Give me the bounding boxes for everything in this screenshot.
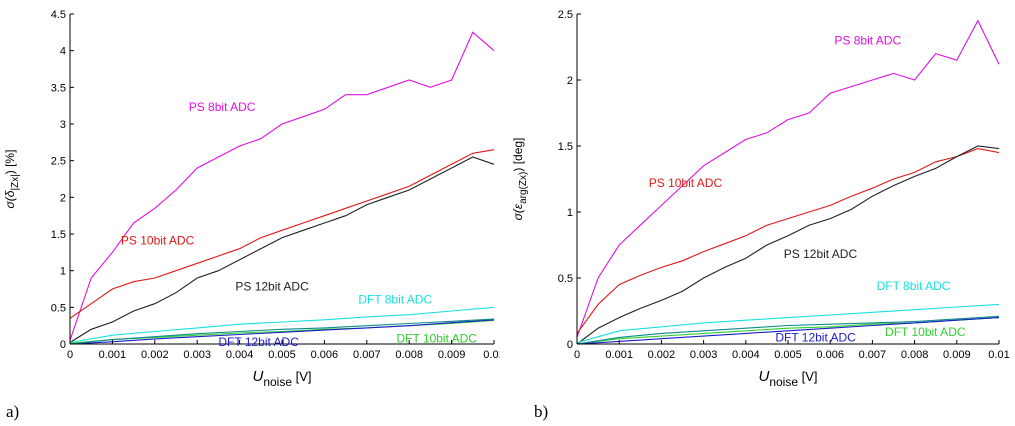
series-line-unlabeled-6 [69, 318, 495, 345]
series-line-ps-12bit-adc [576, 145, 1000, 345]
x-tick-label: 0.001 [605, 349, 633, 361]
series-line-dft-12bit-adc [69, 319, 495, 345]
x-tick-label: 0.006 [816, 349, 844, 361]
series-line-dft-8bit-adc [69, 306, 495, 344]
x-tick-label: 0 [67, 349, 73, 361]
x-tick-label: 0.002 [648, 349, 676, 361]
annotation-ps-12bit-adc: PS 12bit ADC [784, 247, 858, 261]
chart-a: 0 0.001 0.002 0.003 0.004 0.005 0.006 0.007 0.00… [3, 9, 500, 389]
series-line-dft-8bit-adc [576, 303, 1000, 344]
y-tick-label: 1.5 [558, 141, 573, 153]
y-tick-label: 2 [60, 192, 66, 204]
annotation-dft-10bit-adc: DFT 10bit ADC [396, 332, 477, 346]
y-tick-label: 0.5 [51, 302, 66, 314]
annotation-dft-12bit-adc: DFT 12bit ADC [218, 335, 299, 349]
x-tick-label: 0.005 [268, 349, 296, 361]
y-tick-label: 3 [60, 119, 66, 131]
panel-label-a: a) [6, 402, 20, 421]
y-tick-label: 4.5 [51, 9, 66, 21]
panel-label-b: b) [534, 402, 549, 421]
series-line-ps-12bit-adc [69, 156, 495, 343]
y-tick-label: 0 [60, 339, 66, 351]
x-tick-label: 0.007 [353, 349, 381, 361]
y-tick-label: 2 [567, 75, 573, 87]
x-tick-label: 0.004 [226, 349, 254, 361]
annotation-ps-8bit-adc: PS 8bit ADC [834, 33, 901, 47]
y-axis-label: σ(εarg(Zx)) [deg] [511, 138, 529, 221]
x-axis-label: Unoise [V] [252, 368, 311, 389]
series-line-ps-8bit-adc [69, 31, 495, 341]
x-tick-label: 0.007 [859, 349, 887, 361]
x-tick-label: 0.01 [483, 349, 500, 361]
series-line-ps-10bit-adc [576, 148, 1000, 334]
x-axis-label: Unoise [V] [758, 368, 817, 389]
y-tick-label: 2.5 [558, 9, 573, 21]
x-tick-label: 0.005 [774, 349, 802, 361]
series-line-ps-8bit-adc [576, 19, 1000, 338]
x-tick-label: 0.008 [901, 349, 929, 361]
x-tick-label: 0.008 [395, 349, 423, 361]
annotation-ps-10bit-adc: PS 10bit ADC [649, 176, 723, 190]
x-tick-label: 0.009 [438, 349, 466, 361]
y-tick-label: 3.5 [51, 82, 66, 94]
y-axis-label: σ(δ|Zx|) [%] [3, 150, 21, 209]
x-tick-label: 0.004 [732, 349, 760, 361]
x-tick-label: 0.003 [690, 349, 718, 361]
annotation-dft-12bit-adc: DFT 12bit ADC [775, 330, 856, 344]
series-line-ps-10bit-adc [69, 149, 495, 319]
y-tick-label: 1.5 [51, 229, 66, 241]
x-tick-label: 0.009 [943, 349, 971, 361]
y-tick-label: 2.5 [51, 156, 66, 168]
x-tick-label: 0.001 [99, 349, 127, 361]
series-line-unlabeled-6 [576, 315, 1000, 345]
x-tick-label: 0 [574, 349, 580, 361]
annotation-ps-12bit-adc: PS 12bit ADC [235, 279, 309, 293]
y-tick-label: 0 [567, 339, 573, 351]
x-tick-label: 0.006 [311, 349, 339, 361]
y-tick-label: 4 [60, 46, 66, 58]
y-tick-label: 1 [567, 207, 573, 219]
annotation-dft-8bit-adc: DFT 8bit ADC [358, 293, 432, 307]
annotation-ps-8bit-adc: PS 8bit ADC [189, 100, 256, 114]
x-tick-label: 0.01 [988, 349, 1009, 361]
annotation-dft-10bit-adc: DFT 10bit ADC [885, 325, 966, 339]
annotation-dft-8bit-adc: DFT 8bit ADC [877, 279, 951, 293]
x-tick-label: 0.002 [141, 349, 169, 361]
series-line-dft-12bit-adc [576, 317, 1000, 345]
annotation-ps-10bit-adc: PS 10bit ADC [121, 233, 195, 247]
x-tick-label: 0.003 [183, 349, 211, 361]
chart-b: 0 0.001 0.002 0.003 0.004 0.005 0.006 0.007 0.00… [511, 9, 1010, 389]
y-tick-label: 0.5 [558, 273, 573, 285]
y-tick-label: 1 [60, 266, 66, 278]
